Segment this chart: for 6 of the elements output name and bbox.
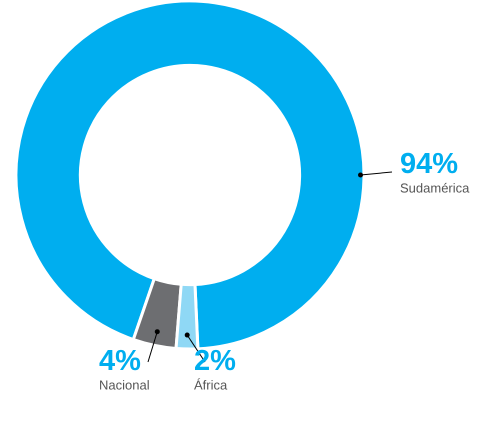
slice-label: África: [194, 378, 228, 392]
data-label: 94%: [400, 148, 458, 180]
data-label: 4%: [99, 345, 142, 377]
data-label: 2%: [194, 345, 236, 377]
slice-label: Sudamérica: [400, 180, 470, 196]
slice-label: Nacional: [99, 378, 150, 392]
